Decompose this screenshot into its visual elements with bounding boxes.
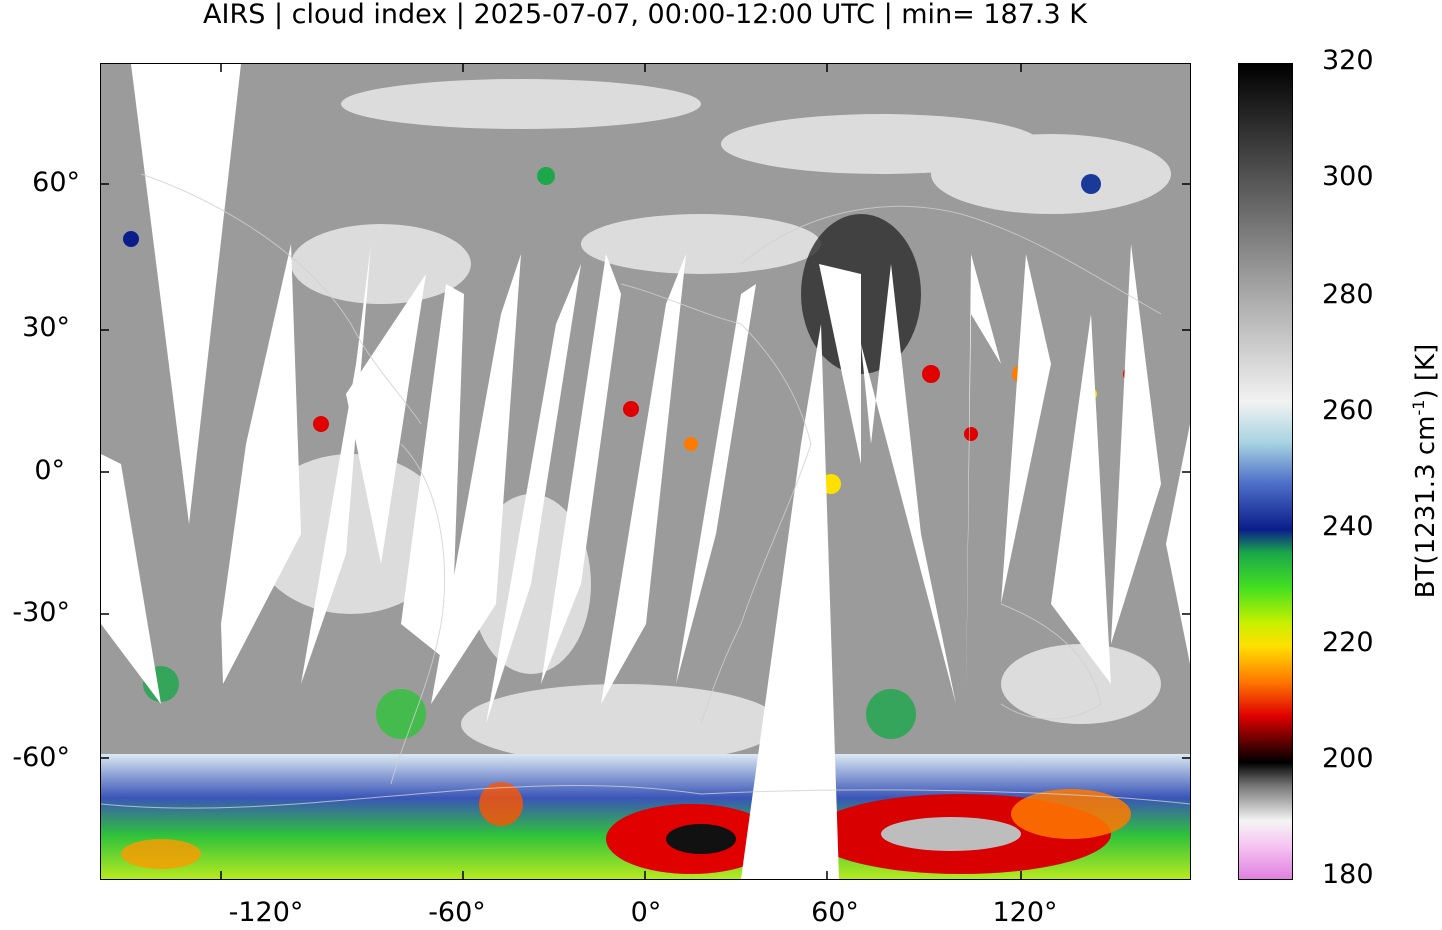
antarctic-orange-patch [1011,789,1131,839]
map-ticks [101,64,1190,879]
swath-gaps [101,64,1190,879]
plot-title: AIRS | cloud index | 2025-07-07, 00:00-1… [203,0,1087,30]
antarctic-coldest-west [666,824,736,854]
colorbar-tick-200: 200 [1322,743,1374,774]
lon-label-0: 0° [630,897,662,928]
colorbar-title-tail: ) [K] [1410,343,1441,400]
colorbar-tick-180: 180 [1322,859,1374,890]
colorbar-tick-240: 240 [1322,511,1374,542]
map-canvas [101,64,1190,879]
colorbar-tick-220: 220 [1322,627,1374,658]
colorbar-tick-280: 280 [1322,279,1374,310]
colorbar-tick-320: 320 [1322,45,1374,76]
colorbar [1238,63,1293,880]
antarctic-coldest-east [881,817,1021,851]
coastlines [101,173,1190,809]
lat-label-minus30: -30° [12,597,70,628]
map-panel [100,63,1191,880]
colorbar-title-sup: -1 [1409,399,1429,416]
colorbar-tick-260: 260 [1322,395,1374,426]
colorbar-tick-300: 300 [1322,161,1374,192]
lat-label-minus60: -60° [12,742,70,773]
antarctic-orange-west [121,839,201,869]
colorbar-title: BT(1231.3 cm-1) [K] [1409,344,1441,598]
convective-cells [123,167,1139,826]
lon-label-60: 60° [811,897,859,928]
lon-label-minus120: -120° [228,897,304,928]
lat-label-60: 60° [32,167,80,198]
lat-label-0: 0° [34,455,65,486]
lat-label-30: 30° [22,312,70,343]
colorbar-title-main: BT(1231.3 cm [1410,415,1441,599]
lon-label-minus60: -60° [428,897,486,928]
lon-label-120: 120° [992,897,1058,928]
